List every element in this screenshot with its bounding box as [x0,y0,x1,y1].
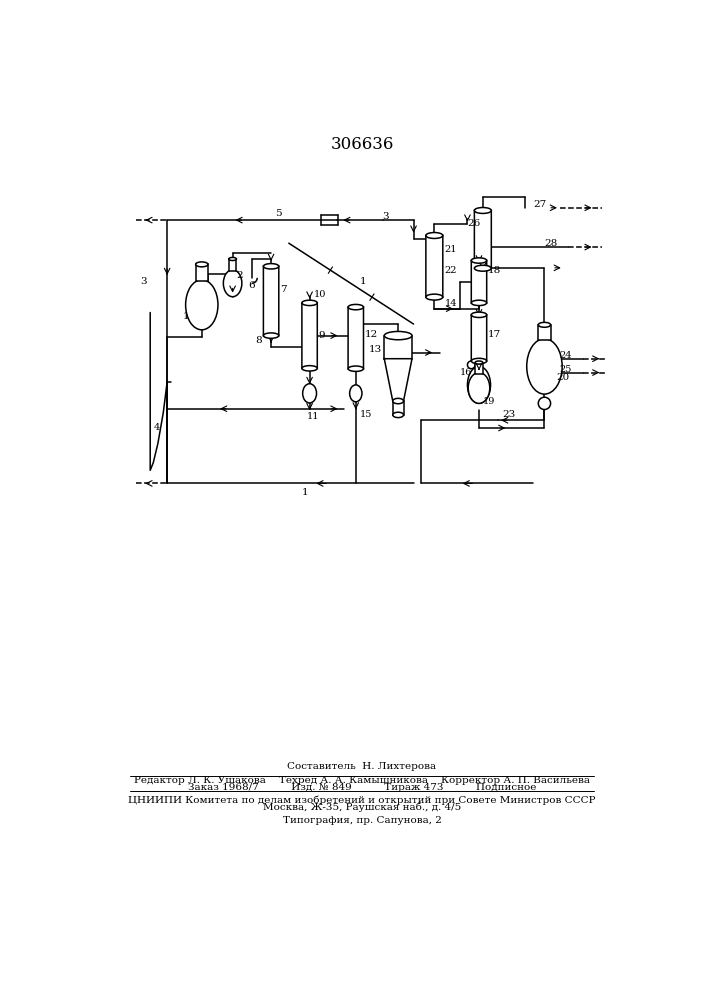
Text: 20: 20 [556,373,569,382]
Ellipse shape [426,233,443,238]
Text: 6: 6 [248,281,255,290]
Ellipse shape [186,280,218,330]
Text: Заказ 1968/7          Изд. № 849          Тираж 473          Подписное: Заказ 1968/7 Изд. № 849 Тираж 473 Подпис… [188,783,536,792]
Ellipse shape [302,300,317,306]
Ellipse shape [196,262,208,267]
Ellipse shape [303,384,317,403]
Text: 8: 8 [256,336,262,345]
FancyBboxPatch shape [348,307,363,369]
Ellipse shape [472,312,486,318]
Text: 22: 22 [444,266,457,275]
Ellipse shape [468,373,490,403]
Text: 10: 10 [313,290,326,299]
Ellipse shape [472,300,486,306]
Ellipse shape [472,258,486,263]
Text: 25: 25 [560,365,572,374]
Text: 27: 27 [533,200,546,209]
Circle shape [467,361,475,369]
Circle shape [538,397,551,410]
Ellipse shape [475,361,483,364]
Text: 23: 23 [502,410,515,419]
Ellipse shape [393,412,404,418]
Text: 18: 18 [489,266,501,275]
Text: Типография, пр. Сапунова, 2: Типография, пр. Сапунова, 2 [283,816,441,825]
Text: 17: 17 [489,330,501,339]
Text: 1: 1 [302,488,308,497]
Ellipse shape [348,366,363,371]
Bar [229,259,236,271]
Ellipse shape [474,265,491,271]
Ellipse shape [393,398,404,404]
Text: 24: 24 [560,351,573,360]
Text: 7: 7 [281,285,287,294]
Bar [385,336,412,359]
FancyBboxPatch shape [474,210,491,268]
Text: 15: 15 [360,410,372,419]
Ellipse shape [302,366,317,371]
Text: 12: 12 [365,330,378,339]
Polygon shape [385,359,412,401]
Text: 1: 1 [182,312,189,321]
Ellipse shape [474,208,491,213]
FancyBboxPatch shape [472,315,486,361]
Ellipse shape [348,304,363,310]
Text: 9: 9 [319,331,325,340]
FancyBboxPatch shape [302,303,317,368]
Ellipse shape [426,294,443,300]
Text: 1: 1 [360,277,366,286]
Ellipse shape [264,264,279,269]
Ellipse shape [223,270,242,297]
Bar [538,325,551,340]
Text: 11: 11 [308,412,320,421]
Text: 3: 3 [140,277,147,286]
FancyBboxPatch shape [426,235,443,297]
Text: ЦНИИПИ Комитета по делам изобретений и открытий при Совете Министров СССР: ЦНИИПИ Комитета по делам изобретений и о… [128,795,596,805]
FancyBboxPatch shape [264,266,279,336]
Ellipse shape [538,322,551,327]
Text: 21: 21 [444,245,457,254]
Text: Редактор Л. К. Ушакова    Техред А. А. Камышникова    Корректор А. П. Васильева: Редактор Л. К. Ушакова Техред А. А. Камы… [134,776,590,785]
Text: 3: 3 [382,212,390,221]
Ellipse shape [264,333,279,338]
Text: 5: 5 [275,209,281,218]
Text: 19: 19 [483,397,495,406]
Text: Москва, Ж-35, Раушская наб., д. 4/5: Москва, Ж-35, Раушская наб., д. 4/5 [263,802,461,812]
Text: Составитель  Н. Лихтерова: Составитель Н. Лихтерова [287,762,436,771]
Ellipse shape [467,366,491,403]
Text: 14: 14 [444,299,457,308]
Bar [196,264,208,281]
Ellipse shape [385,331,412,340]
Text: 4: 4 [153,424,160,432]
Text: 2: 2 [236,271,243,280]
FancyBboxPatch shape [472,261,486,303]
Ellipse shape [472,358,486,364]
Ellipse shape [229,257,236,261]
Bar [393,401,404,415]
Text: 13: 13 [369,345,382,354]
Text: 306636: 306636 [330,136,394,153]
Ellipse shape [527,339,562,394]
Ellipse shape [350,385,362,402]
Bar [475,363,483,374]
Text: 26: 26 [467,219,481,228]
Text: 16: 16 [460,368,472,377]
Text: 28: 28 [544,239,558,248]
